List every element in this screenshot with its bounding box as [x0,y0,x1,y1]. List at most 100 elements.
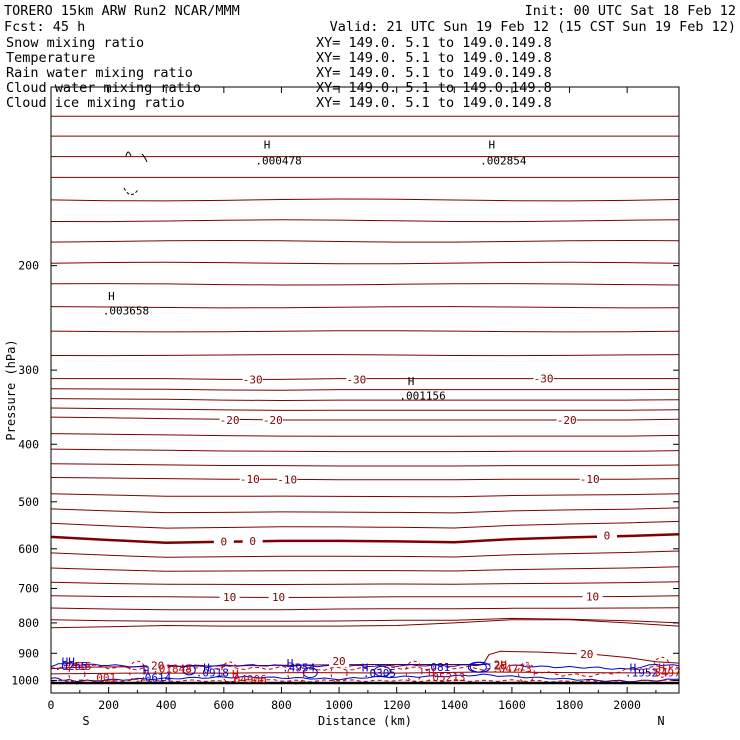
extrema-label: HH [62,655,75,668]
temperature-isotherm [50,493,680,498]
x-tick-label: 1800 [556,698,584,712]
x-tick-label: 400 [156,698,177,712]
contour-label-bg [582,590,603,603]
extrema-label: H [630,662,637,675]
extrema-label: .0918 [196,667,229,680]
contour-label: 0 [221,535,228,548]
temperature-isotherm [50,607,680,611]
temperature-isotherm [50,219,680,223]
temperature-isotherm [50,283,680,286]
extrema-label: .05213 [426,671,466,684]
temperature-isotherm [50,261,680,265]
temperature-isotherm [50,507,680,514]
temperature-isotherm [50,354,680,357]
legend-xy-rain: XY= 149.0. 5.1 to 149.0.149.8 [316,65,552,81]
legend-xy-snow: XY= 149.0. 5.1 to 149.0.149.8 [316,35,552,51]
x-tick-label: 1200 [383,698,411,712]
extrema-label: H [287,657,294,670]
x-tick-label: 200 [98,698,119,712]
y-axis-label: Pressure (hPa) [4,339,18,440]
contour-label: -10 [580,473,600,486]
extrema-label: H [264,139,271,152]
contour-label-bg [329,655,350,668]
temperature-isotherm [50,388,680,391]
y-tick-label: 200 [18,259,39,273]
extrema-label: .0614 [138,671,171,684]
extrema-label: H [143,665,150,678]
model-title: TORERO 15km ARW Run2 NCAR/MMM [4,3,240,19]
ice-contours [123,151,148,195]
rain-water-bottom [50,678,680,683]
temperature-isotherm [50,239,680,243]
x-tick-label: 1000 [325,698,353,712]
axes: 0 200 400 600 800 1000 1200 1400 1600 1800 2000200… [11,87,679,712]
extrema-label: H [108,290,115,303]
extrema-label: H [362,662,369,675]
x-tick-label: 2000 [613,698,641,712]
contour-label-bg [346,373,367,386]
temperature-isotherm [50,198,680,202]
legend-xy-temperature: XY= 149.0. 5.1 to 149.0.149.8 [316,50,552,66]
temperature-contours [50,115,680,675]
contour-label: -20 [220,414,240,427]
extrema-label: H [488,139,495,152]
ice-contour [125,151,148,163]
contour-label-bg [242,373,263,386]
temperature-isotherm [50,550,680,558]
extrema-label: 5497 [654,667,681,680]
plot-frame [50,86,680,694]
temperature-isotherm [50,398,680,402]
x-tick-label: 1600 [498,698,526,712]
contour-label-bg [219,413,240,426]
extrema-label: .0265 [55,660,88,673]
extrema-label: .000478 [255,154,301,167]
contour-label-bg [556,413,577,426]
contour-label-bg [242,534,263,547]
init-time: Init: 00 UTC Sat 18 Feb 12 [525,3,736,19]
contour-label-bg [277,473,298,486]
x-tick-label: 0 [48,698,55,712]
temperature-isotherm [50,617,680,624]
extrema-label: H [232,668,239,681]
cloud-water-cell [373,665,391,677]
y-tick-label: 300 [18,363,39,377]
temperature-isotherm [50,619,680,629]
contour-label: 0 [604,530,611,543]
y-tick-label: 600 [18,542,39,556]
legend-label-snow: Snow mixing ratio [6,35,144,51]
contour-label-bg [147,659,168,672]
x-tick-label: 600 [213,698,234,712]
valid-time: Valid: 21 UTC Sun 19 Feb 12 (15 CST Sun … [330,19,736,35]
temperature-isotherm [50,407,680,411]
contour-label: 10 [586,590,599,603]
y-tick-label: 900 [18,646,39,660]
contour-label: -20 [557,414,577,427]
temperature-isotherm [50,581,680,586]
cloud-water-top [50,662,680,670]
rain-water-cell [405,660,423,682]
extrema-label: H [658,662,665,675]
contour-label-bg [219,591,240,604]
contour-label: -10 [277,474,297,487]
extrema-label: H [203,662,210,675]
temperature-isotherm [50,520,680,529]
contour-label: 0 [249,535,256,548]
contour-label-bg [239,473,260,486]
extrema-label: .001 [90,671,117,684]
x-tick-label: 800 [271,698,292,712]
contour-label-bg [262,413,283,426]
y-tick-label: 700 [18,582,39,596]
contour-label-bg [579,473,600,486]
extrema-label: 2H [494,658,507,671]
temperature-isotherm [50,477,680,481]
legend-xy-cloud-ice: XY= 149.0. 5.1 to 149.0.149.8 [316,95,552,111]
temperature-isotherm [50,566,680,572]
temperature-isotherm [50,595,680,599]
contour-label-bg [268,591,289,604]
extrema-label: 2415 [65,660,92,673]
temperature-isotherm [51,378,679,380]
extrema-label: .04906 [227,673,267,686]
forecast-hour: Fcst: 45 h [4,19,85,35]
contour-label: 20 [151,659,164,672]
extrema-label: .04773 [492,663,532,676]
